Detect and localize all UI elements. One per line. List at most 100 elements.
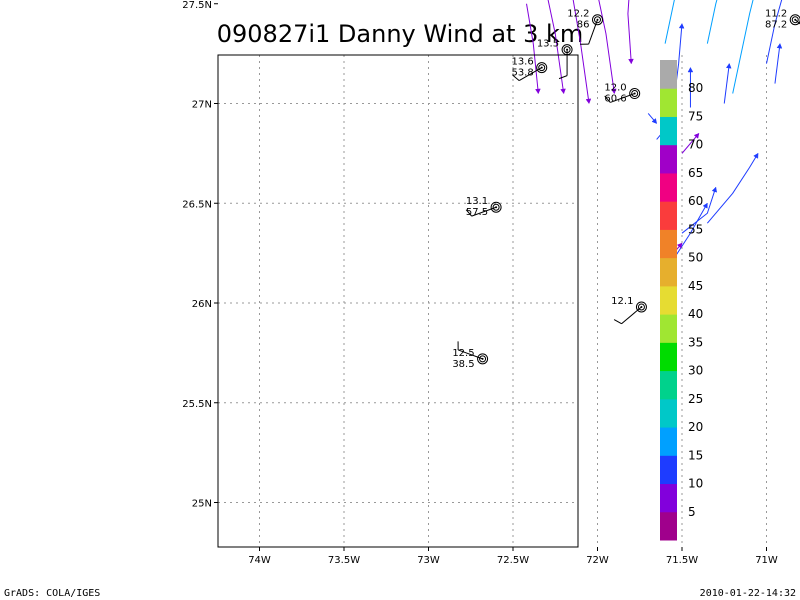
station-circle-outer	[592, 14, 603, 26]
station-circle-outer	[629, 88, 641, 100]
station-label-bottom: 86	[577, 20, 590, 31]
station-marker: 12.286	[567, 9, 603, 45]
colorbar-swatch	[660, 342, 677, 372]
station-marker: 13.157.5	[465, 196, 502, 218]
wind-arrowhead	[585, 98, 592, 105]
station-label-top: 12.0	[604, 83, 626, 94]
colorbar-swatch	[660, 116, 677, 146]
station-circle-outer	[635, 301, 647, 313]
station-marker: 11.287.2	[765, 9, 800, 31]
station-circle-outer	[789, 14, 800, 26]
station-circle-outer	[536, 62, 548, 74]
colorbar-swatch	[660, 455, 677, 485]
wind-barb-shaft	[518, 67, 542, 82]
wind-arrowhead	[560, 88, 566, 95]
colorbar-label: 80	[688, 81, 703, 95]
x-tick-label: 72.5W	[497, 555, 529, 566]
wind-barb-shaft	[610, 93, 635, 103]
colorbar-swatch	[660, 483, 677, 513]
colorbar-label: 55	[688, 222, 703, 236]
x-tick-label: 74W	[248, 555, 271, 566]
colorbar-swatch	[660, 427, 677, 456]
colorbar-swatch	[660, 370, 677, 400]
colorbar-label: 75	[688, 109, 703, 123]
wind-barb-flag	[512, 74, 520, 81]
station-marker: 12.1	[611, 296, 647, 325]
x-tick-label: 72W	[586, 555, 609, 566]
footer-right: 2010-01-22-14:32	[700, 588, 796, 599]
x-tick-label: 73W	[417, 555, 440, 566]
wind-streamline	[766, 0, 783, 64]
wind-arrowhead	[687, 67, 694, 73]
station-label-bottom: 38.5	[452, 359, 474, 370]
wind-streamline	[706, 0, 718, 44]
colorbar-label: 10	[688, 477, 703, 491]
station-label-top: 12.5	[452, 348, 474, 359]
colorbar: 5 10 15 20 25 30 35 40 45 50 55 60 65 70 75 80	[660, 60, 703, 541]
station-label-top: 11.2	[765, 9, 787, 20]
colorbar-label: 65	[688, 166, 703, 180]
wind-streamline	[723, 63, 730, 104]
y-tick-label: 27.5N	[182, 0, 212, 11]
colorbar-label: 5	[688, 505, 696, 519]
colorbar-label: 25	[688, 392, 703, 406]
wind-barb-shaft	[588, 19, 598, 45]
stations: 10.292.99.594.612.911.811.287.212.28613.…	[452, 9, 800, 370]
wind-arrowhead	[711, 186, 718, 193]
colorbar-label: 70	[688, 138, 703, 152]
station-circle-mid	[538, 64, 546, 72]
colorbar-swatch	[660, 201, 677, 230]
wind-streamline	[706, 153, 759, 224]
y-tick-label: 27N	[192, 100, 212, 111]
wind-barb-flag	[465, 209, 473, 217]
station-label-top: 12.1	[611, 296, 633, 307]
station-label-top: 13.5	[537, 39, 559, 50]
wind-streamline	[681, 187, 717, 234]
colorbar-swatch	[660, 88, 677, 117]
wind-barb-flag	[604, 95, 611, 103]
wind-barb-shaft	[794, 19, 800, 25]
wind-barb-shaft	[457, 349, 483, 360]
footer-left: GrADS: COLA/IGES	[4, 588, 100, 599]
wind-barb-shaft	[471, 206, 497, 217]
colorbar-swatch	[660, 257, 677, 287]
station-label-bottom: 60.6	[604, 94, 626, 105]
y-tick-label: 26.5N	[182, 199, 212, 210]
x-tick-label: 71W	[755, 555, 778, 566]
station-circle-mid	[631, 90, 639, 98]
wind-streamline	[526, 3, 539, 94]
wind-barb-flag	[613, 319, 622, 325]
station-label-top: 12.2	[567, 9, 589, 20]
station-circle-mid	[637, 303, 645, 311]
colorbar-label: 30	[688, 364, 703, 378]
colorbar-swatch	[660, 511, 677, 541]
station-circle-outer	[490, 201, 502, 213]
station-label-bottom: 57.5	[466, 207, 488, 218]
wind-arrowhead	[676, 242, 683, 249]
wind-streamline	[572, 0, 590, 104]
colorbar-swatch	[660, 314, 677, 343]
colorbar-label: 45	[688, 279, 703, 293]
wind-streamline	[627, 0, 632, 64]
wind-arrowhead	[678, 23, 685, 29]
colorbar-swatch	[660, 60, 677, 89]
wind-streamline	[774, 43, 781, 84]
colorbar-swatch	[660, 398, 677, 428]
wind-arrowhead	[628, 58, 634, 65]
wind-streamline	[598, 0, 615, 94]
wind-streamline	[673, 203, 708, 260]
station-label-top: 13.6	[511, 57, 533, 68]
y-tick-label: 25.5N	[182, 399, 212, 410]
wind-arrowhead	[651, 118, 657, 124]
station-circle-mid	[479, 355, 487, 363]
station-marker: 12.060.6	[604, 83, 641, 105]
wind-arrowhead	[535, 88, 541, 95]
station-circle-mid	[594, 16, 601, 24]
y-tick-label: 26N	[192, 299, 212, 310]
colorbar-label: 50	[688, 251, 703, 265]
wind-streamline	[732, 0, 754, 94]
wind-arrowhead	[702, 202, 708, 209]
wind-arrowhead	[610, 88, 617, 95]
wind-arrowhead	[725, 63, 732, 69]
